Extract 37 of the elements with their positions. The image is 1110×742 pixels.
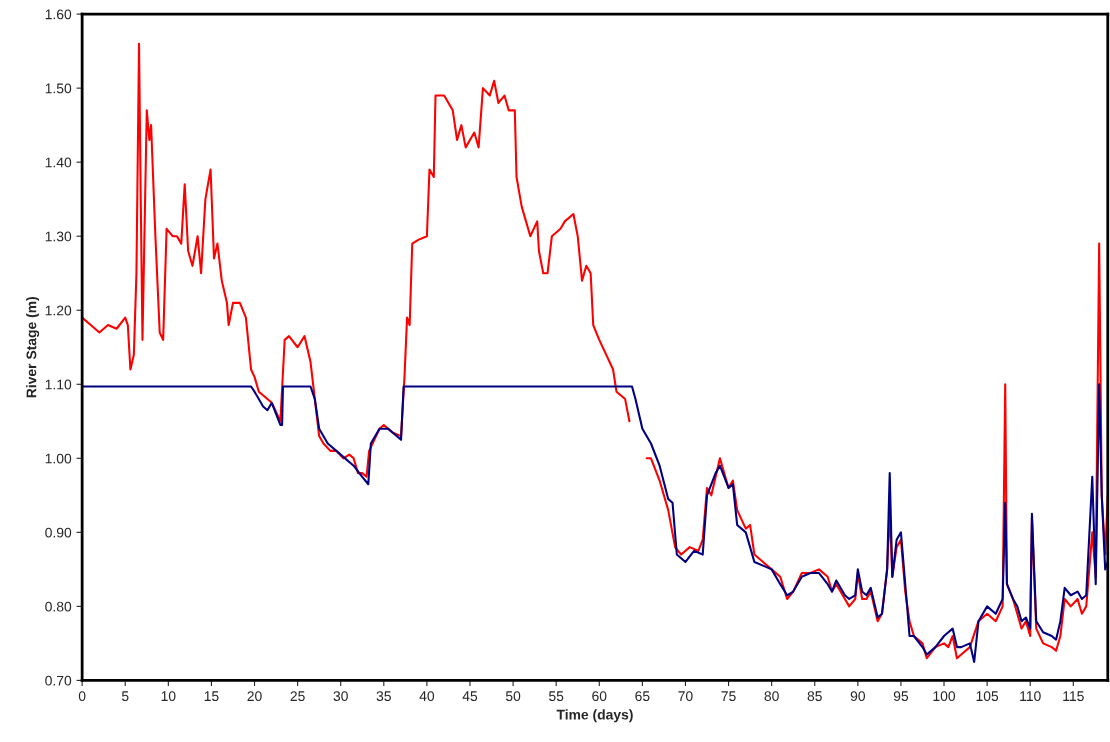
x-tick-label: 50	[505, 691, 521, 702]
x-tick-label: 55	[549, 691, 564, 702]
y-tick-label: 1.40	[45, 157, 72, 168]
x-tick-label: 90	[850, 691, 866, 702]
y-tick-label: 1.60	[45, 9, 72, 20]
x-tick-label: 35	[376, 691, 391, 702]
x-tick-label: 45	[462, 691, 478, 702]
x-tick-label: 0	[78, 691, 86, 702]
y-tick-label: 0.70	[45, 675, 72, 686]
x-tick-label: 80	[764, 691, 779, 702]
x-tick-label: 95	[893, 691, 909, 702]
x-tick-label: 105	[976, 691, 999, 702]
x-tick-label: 20	[247, 691, 262, 702]
x-tick-label: 100	[933, 691, 956, 702]
y-tick-label: 0.80	[45, 601, 72, 612]
line-series	[82, 383, 1108, 663]
x-tick-label: 5	[121, 691, 129, 702]
y-axis-title: River Stage (m)	[26, 297, 40, 398]
x-tick-label: 25	[290, 691, 305, 702]
x-tick-label: 70	[678, 691, 693, 702]
y-tick-label: 1.10	[45, 379, 72, 390]
x-tick-label: 10	[161, 691, 176, 702]
y-tick-label: 0.90	[45, 527, 72, 538]
y-tick-label: 1.30	[45, 231, 72, 242]
x-tick-label: 110	[1020, 691, 1041, 702]
x-tick-label: 85	[807, 691, 822, 702]
x-tick-label: 40	[419, 691, 435, 702]
x-tick-label: 115	[1063, 691, 1084, 702]
y-tick-label: 1.20	[45, 305, 72, 316]
x-tick-label: 15	[204, 691, 219, 702]
x-axis-title: Time (days)	[556, 709, 633, 723]
x-tick-label: 30	[333, 691, 348, 702]
x-tick-label: 60	[592, 691, 607, 702]
x-tick-label: 75	[721, 691, 736, 702]
y-tick-label: 1.50	[45, 83, 72, 94]
x-tick-label: 65	[635, 691, 650, 702]
y-tick-label: 1.00	[45, 453, 72, 464]
